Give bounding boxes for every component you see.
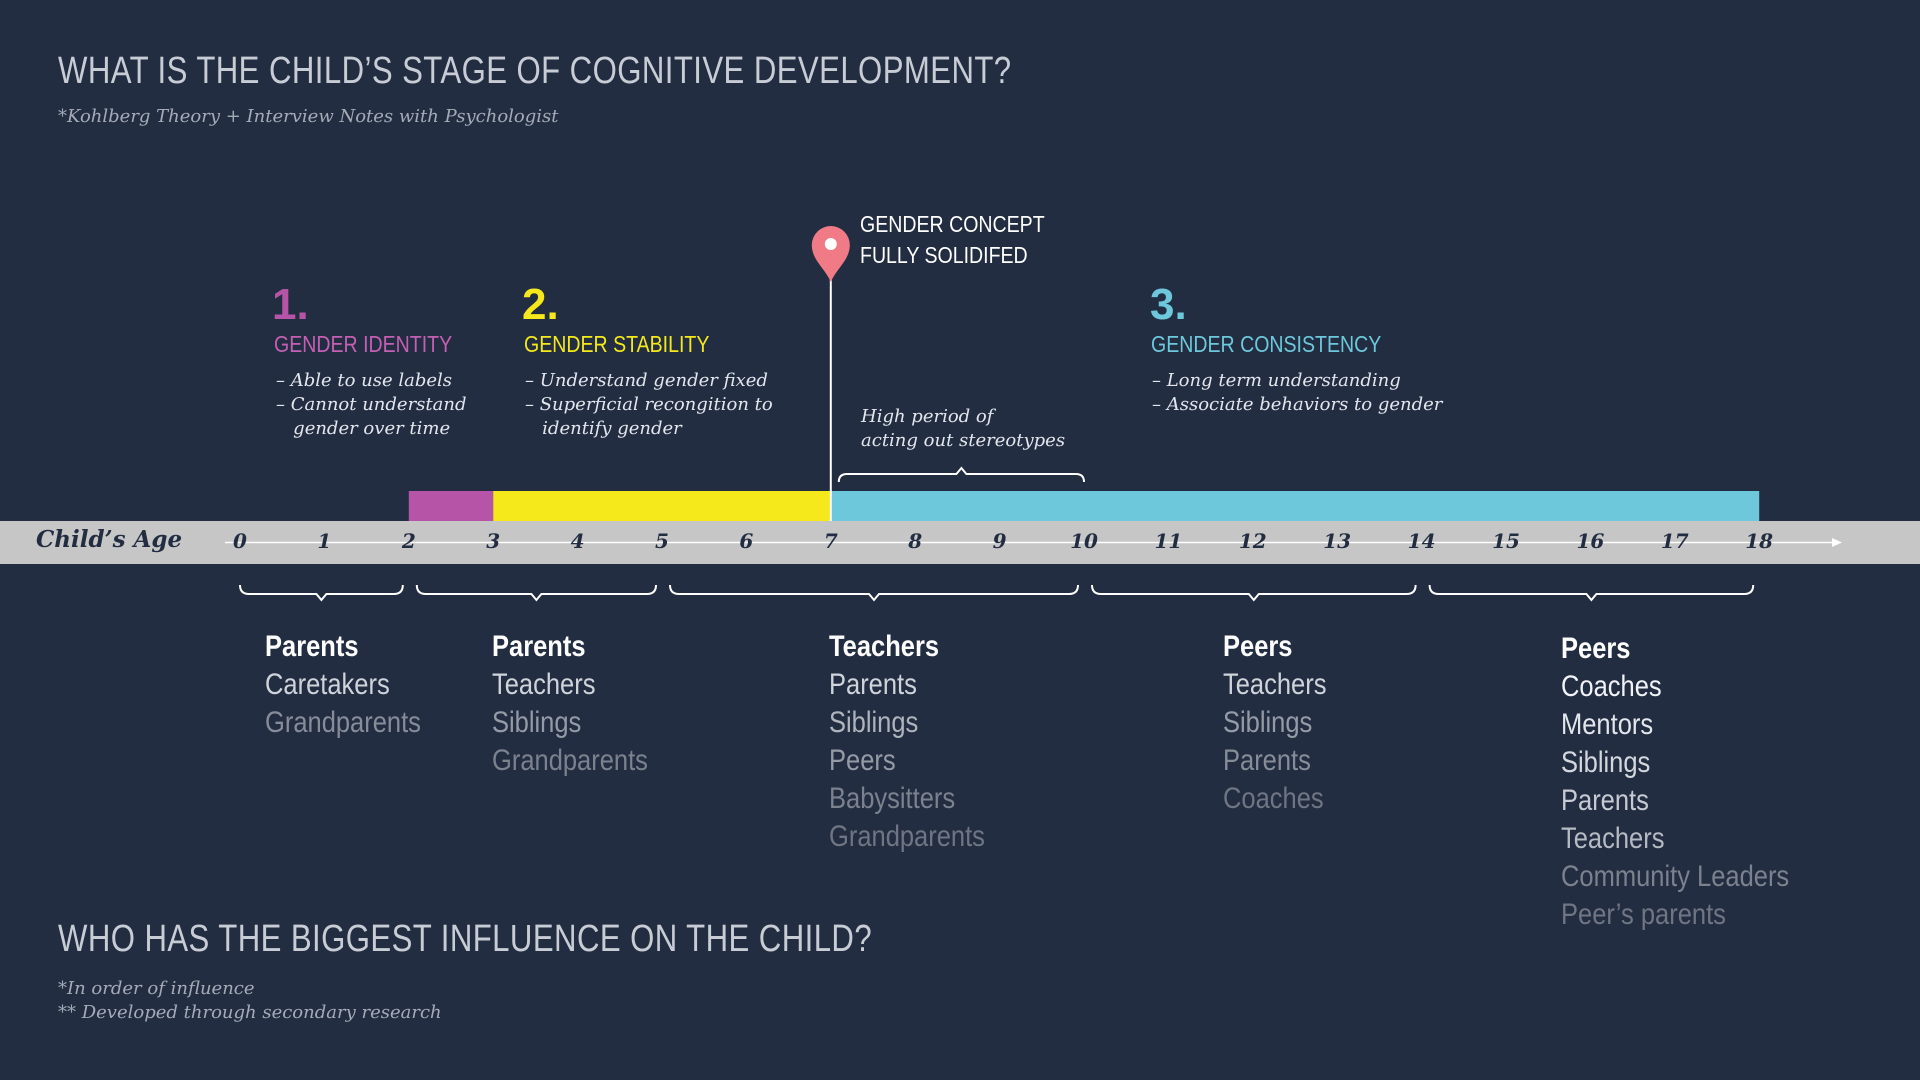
influencer-item: Peers	[1561, 632, 1631, 665]
influencer-item: Mentors	[1561, 708, 1654, 741]
influencer-item: Coaches	[1561, 670, 1662, 703]
axis-tick-10: 10	[1070, 529, 1098, 553]
axis-tick-6: 6	[739, 529, 754, 553]
stereotype-period-note: High period of acting out stereotypes	[861, 406, 1066, 451]
influencer-item: Grandparents	[492, 744, 648, 777]
stage-1-name: GENDER IDENTITY	[274, 331, 453, 357]
stage-1-notes: – Able to use labels – Cannot understand…	[276, 370, 467, 439]
axis-tick-9: 9	[992, 529, 1007, 553]
stage-3-number: 3.	[1150, 280, 1187, 329]
influencer-item: Coaches	[1223, 782, 1324, 815]
axis-tick-16: 16	[1576, 529, 1605, 553]
influencer-item: Siblings	[1561, 746, 1651, 779]
influence-note-1: *In order of influence	[58, 978, 255, 999]
milestone-line-2: FULLY SOLIDIFED	[860, 242, 1028, 268]
stage-3-bar	[830, 491, 1760, 521]
axis-tick-0: 0	[233, 529, 247, 553]
stage-3: 3.	[1150, 280, 1187, 330]
influencer-item: Teachers	[1223, 668, 1327, 701]
axis-tick-15: 15	[1492, 529, 1520, 553]
axis-tick-11: 11	[1154, 529, 1183, 553]
influence-group: Parents Teachers Siblings Grandparents	[492, 628, 675, 780]
stage-1: 1.	[272, 280, 309, 330]
axis-arrow-icon	[1832, 538, 1842, 547]
axis-label: Child’s Age	[36, 526, 183, 553]
axis-tick-5: 5	[655, 529, 669, 553]
influence-group-brace	[669, 584, 1079, 602]
influence-group: Parents Caretakers Grandparents	[265, 628, 448, 742]
axis-tick-8: 8	[908, 529, 923, 553]
milestone-label: GENDER CONCEPT FULLY SOLIDIFED	[860, 209, 1045, 271]
influence-group-brace	[239, 584, 404, 602]
stereotype-period-brace	[837, 466, 1085, 483]
influencer-item: Grandparents	[265, 706, 421, 739]
influence-note-2: ** Developed through secondary research	[58, 1002, 442, 1023]
influencer-item: Teachers	[492, 668, 596, 701]
axis-tick-14: 14	[1407, 529, 1436, 553]
influencer-item: Community Leaders	[1561, 860, 1790, 893]
page-title: WHAT IS THE CHILD’S STAGE OF COGNITIVE D…	[58, 50, 1012, 92]
axis-tick-13: 13	[1323, 529, 1352, 553]
influencer-item: Parents	[265, 630, 359, 663]
axis-line-layer	[225, 538, 1842, 547]
axis-tick-1: 1	[317, 529, 332, 553]
stage-3-name: GENDER CONSISTENCY	[1151, 331, 1382, 357]
stage-3-notes: – Long term understanding – Associate be…	[1152, 370, 1443, 415]
stage-2-number: 2.	[522, 280, 559, 329]
axis-tick-3: 3	[486, 529, 501, 553]
stage-1-number: 1.	[272, 280, 309, 329]
location-pin-icon	[811, 226, 850, 282]
influencer-item: Peer’s parents	[1561, 898, 1726, 931]
axis-tick-2: 2	[401, 529, 416, 553]
influencer-item: Caretakers	[265, 668, 390, 701]
stage-2-notes: – Understand gender fixed – Superficial …	[525, 370, 773, 439]
influencer-item: Babysitters	[829, 782, 956, 815]
stage-2: 2.	[522, 280, 559, 330]
milestone-line-1: GENDER CONCEPT	[860, 211, 1045, 237]
influence-group-brace	[415, 584, 657, 602]
stage-1-bar	[408, 491, 494, 521]
stage-2-name: GENDER STABILITY	[524, 331, 710, 357]
influence-group-brace	[1091, 584, 1417, 602]
influencer-item: Parents	[829, 668, 917, 701]
influencer-item: Siblings	[829, 706, 919, 739]
influence-title: WHO HAS THE BIGGEST INFLUENCE ON THE CHI…	[58, 918, 873, 960]
influencer-item: Grandparents	[829, 820, 985, 853]
influencer-item: Peers	[829, 744, 896, 777]
axis-tick-17: 17	[1660, 529, 1689, 553]
influencer-item: Parents	[1223, 744, 1311, 777]
influencer-item: Siblings	[1223, 706, 1313, 739]
stage-2-bar	[493, 491, 831, 521]
influence-group: Teachers Parents Siblings Peers Babysitters G…	[829, 628, 1012, 856]
influence-group: Peers Coaches Mentors Siblings Parents Teache…	[1561, 630, 1829, 934]
influencer-item: Parents	[1561, 784, 1649, 817]
influence-group-brace	[1428, 584, 1755, 602]
axis-tick-7: 7	[823, 529, 838, 553]
influencer-item: Peers	[1223, 630, 1293, 663]
influencer-item: Parents	[492, 630, 586, 663]
axis-tick-4: 4	[570, 529, 585, 553]
influencer-item: Siblings	[492, 706, 582, 739]
influence-group: Peers Teachers Siblings Parents Coaches	[1223, 628, 1345, 818]
influencer-item: Teachers	[829, 630, 940, 663]
axis-tick-18: 18	[1745, 529, 1774, 553]
axis-tick-12: 12	[1238, 529, 1267, 553]
influencer-item: Teachers	[1561, 822, 1665, 855]
page-subtitle: *Kohlberg Theory + Interview Notes with …	[58, 106, 559, 127]
